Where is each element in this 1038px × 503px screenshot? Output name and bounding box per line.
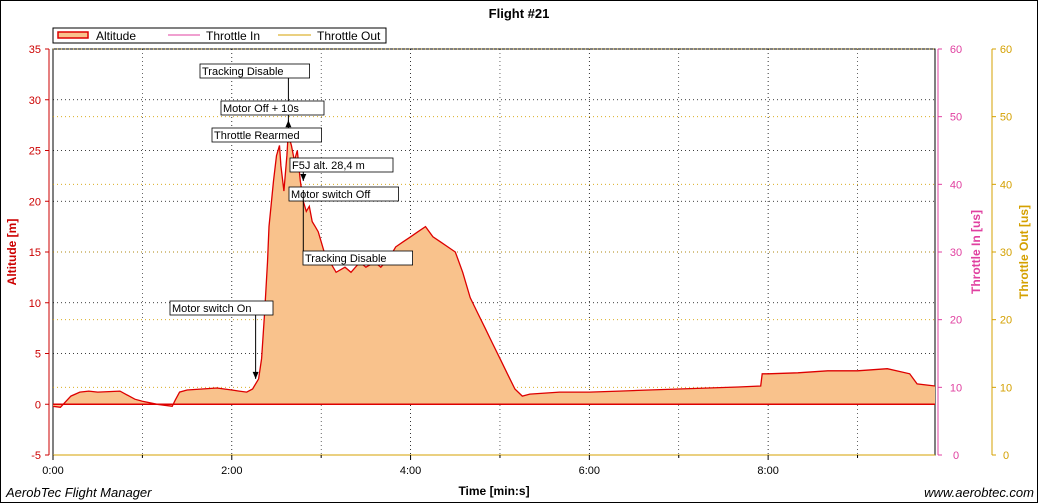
altitude-area [53, 130, 935, 408]
y-right2-tick-label: 20 [1000, 315, 1012, 327]
annotation-arrowhead [252, 371, 259, 379]
y-left-tick-label: 30 [29, 95, 41, 107]
y-left-tick-label: 25 [29, 146, 41, 158]
annotation-label: Motor switch On [172, 303, 251, 315]
y-left-tick-label: -5 [31, 450, 41, 462]
annotation-label: Tracking Disable [202, 66, 284, 78]
x-tick-label: 8:00 [757, 465, 778, 477]
y-right2-tick-label: 10 [1000, 382, 1012, 394]
annotation-label: Throttle Rearmed [214, 130, 300, 142]
y-right2-tick-label: 50 [1000, 112, 1012, 124]
annotation-label: F5J alt. 28,4 m [292, 160, 365, 172]
y-axis-left: 35 30 25 20 15 10 5 0 -5 [29, 44, 50, 462]
legend: Altitude Throttle In Throttle Out [52, 27, 387, 44]
x-tick-label: 0:00 [42, 465, 63, 477]
annotation-box [302, 250, 413, 266]
y-left-tick-label: 5 [35, 349, 41, 361]
y-axis-right-throttle-out: 60 50 40 30 20 10 0 [991, 44, 1012, 462]
y-right1-tick-label: 20 [950, 315, 962, 327]
legend-label-throttle-out: Throttle Out [317, 29, 381, 43]
y-right1-tick-label: 10 [950, 382, 962, 394]
legend-swatch-altitude [57, 31, 89, 39]
y-right2-tick-label: 0 [1003, 450, 1009, 462]
x-tick-label: 2:00 [221, 465, 242, 477]
y-left-tick-label: 35 [29, 44, 41, 56]
app-name: AerobTec Flight Manager [6, 485, 152, 500]
y-right2-tick-label: 40 [1000, 179, 1012, 191]
annotation-box [169, 300, 274, 316]
x-tick-label: 4:00 [400, 465, 421, 477]
zero-line [53, 403, 935, 456]
annotation-label: Motor Off + 10s [223, 103, 299, 115]
x-tick-label: 6:00 [579, 465, 600, 477]
y-left-tick-label: 15 [29, 247, 41, 259]
y-axis-left-label: Altitude [m] [5, 219, 19, 286]
annotation-label: Motor switch Off [291, 189, 371, 201]
legend-label-altitude: Altitude [96, 29, 136, 43]
event-annotations: Motor switch On Tracking Disable Motor Off… [169, 63, 413, 379]
y-left-tick-label: 10 [29, 298, 41, 310]
website-link[interactable]: www.aerobtec.com [924, 485, 1034, 500]
y-right1-tick-label: 40 [950, 179, 962, 191]
y-axis-right2-label: Throttle Out [us] [1017, 205, 1031, 299]
annotation-box [199, 63, 310, 79]
x-axis-label: Time [min:s] [458, 484, 529, 498]
y-axis-right-throttle-in: 60 50 40 30 20 10 0 [937, 44, 962, 462]
y-left-tick-label: 0 [35, 399, 41, 411]
annotation-box [220, 100, 325, 116]
annotation-arrowhead [285, 120, 292, 128]
y-right2-tick-label: 60 [1000, 44, 1012, 56]
annotation-box [288, 186, 399, 202]
y-right1-tick-label: 0 [953, 450, 959, 462]
y-right1-tick-label: 60 [950, 44, 962, 56]
legend-box [52, 27, 387, 44]
annotation-label: Tracking Disable [305, 253, 387, 265]
chart-title: Flight #21 [489, 6, 550, 21]
y-left-tick-label: 20 [29, 196, 41, 208]
y-axis-right1-label: Throttle In [us] [969, 210, 983, 294]
y-right1-tick-label: 50 [950, 112, 962, 124]
x-axis: 0:00 2:00 4:00 6:00 8:00 [42, 455, 859, 477]
y-right2-tick-label: 30 [1000, 247, 1012, 259]
y-right1-tick-label: 30 [950, 247, 962, 259]
annotation-arrowhead [300, 173, 307, 181]
annotation-box [211, 127, 322, 143]
legend-label-throttle-in: Throttle In [206, 29, 260, 43]
annotation-box [289, 157, 394, 173]
